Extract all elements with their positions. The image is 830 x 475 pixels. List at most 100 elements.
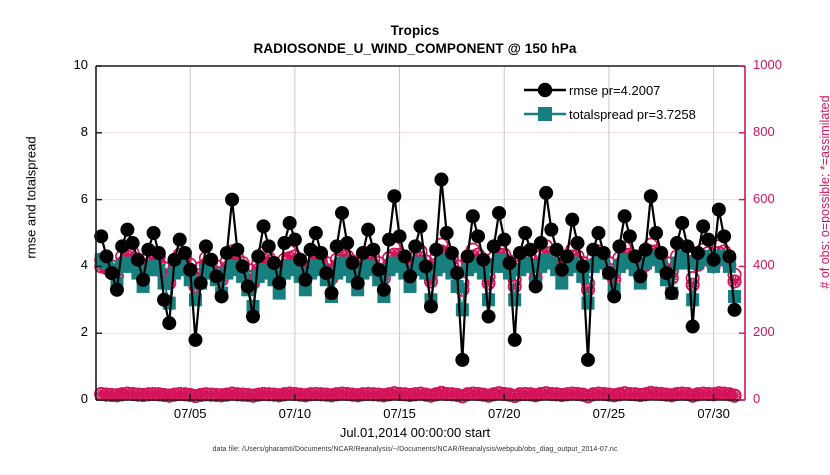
x-axis-tick: 07/10	[278, 406, 312, 421]
obs-assimilated-spoke	[388, 252, 401, 258]
rmse-marker	[486, 239, 501, 254]
rmse-marker	[172, 232, 187, 247]
y-axis-right-tick: 1000	[753, 57, 782, 72]
rmse-marker	[413, 219, 428, 234]
obs-assimilated-marker	[727, 274, 742, 289]
rmse-marker	[518, 226, 533, 240]
series-rmse	[94, 172, 742, 367]
legend-label-totalspread: totalspread pr=3.7258	[569, 106, 696, 122]
rmse-marker	[235, 259, 250, 274]
rmse-marker	[434, 172, 449, 187]
rmse-marker	[324, 286, 339, 301]
rmse-marker	[308, 226, 323, 240]
rmse-marker	[340, 236, 355, 251]
rmse-marker	[104, 266, 119, 281]
x-axis-tick: 07/05	[173, 406, 207, 421]
rmse-marker	[711, 202, 726, 217]
rmse-marker	[177, 246, 192, 261]
rmse-marker	[408, 239, 423, 254]
totalspread-marker	[482, 293, 496, 307]
legend-marker-rmse	[523, 79, 567, 101]
x-axis-tick: 07/20	[487, 406, 521, 421]
y-axis-left-tick: 0	[80, 391, 88, 406]
totalspread-marker	[298, 283, 312, 297]
y-axis-left-tick: 10	[73, 57, 88, 72]
x-axis-tick: 07/30	[697, 406, 730, 421]
rmse-marker	[654, 246, 669, 261]
rmse-marker	[554, 262, 569, 277]
y-axis-left-tick: 2	[80, 324, 88, 340]
y-axis-right-label: # of obs: o=possible; *=assimilated	[818, 95, 830, 288]
rmse-marker	[167, 252, 182, 267]
rmse-marker	[507, 332, 522, 347]
rmse-marker	[685, 319, 700, 334]
rmse-marker	[455, 352, 470, 367]
rmse-marker	[429, 242, 444, 257]
y-axis-left-tick: 8	[80, 123, 88, 139]
rmse-marker	[125, 236, 140, 251]
rmse-marker	[366, 242, 381, 257]
rmse-marker	[591, 226, 606, 240]
legend-label-rmse: rmse pr=4.2007	[569, 82, 661, 98]
rmse-marker	[214, 289, 229, 304]
rmse-marker	[314, 246, 329, 261]
rmse-marker	[465, 209, 480, 224]
rmse-marker	[460, 249, 475, 264]
rmse-marker	[94, 229, 109, 244]
rmse-marker	[549, 242, 564, 257]
rmse-marker	[560, 249, 575, 264]
obs-assimilated-marker	[727, 388, 742, 403]
y-axis-right-tick: 200	[753, 324, 775, 340]
rmse-marker	[727, 302, 742, 317]
obs-assimilated-spoke	[728, 393, 741, 398]
rmse-marker	[272, 276, 287, 291]
rmse-marker	[319, 266, 334, 281]
rmse-marker	[612, 239, 627, 254]
rmse-marker	[628, 249, 643, 264]
rmse-marker	[256, 219, 271, 234]
rmse-marker	[476, 252, 491, 267]
totalspread-marker	[581, 296, 595, 310]
x-axis-tick: 07/15	[383, 406, 416, 421]
rmse-marker	[136, 272, 151, 287]
rmse-marker	[209, 269, 224, 284]
y-axis-right-tick: 600	[753, 190, 775, 206]
rmse-marker	[617, 209, 632, 224]
rmse-marker	[601, 266, 616, 281]
rmse-marker	[120, 222, 135, 237]
rmse-marker	[450, 266, 465, 281]
rmse-marker	[580, 352, 595, 367]
rmse-marker	[387, 189, 402, 204]
totalspread-marker	[403, 279, 417, 293]
rmse-marker	[675, 215, 690, 230]
rmse-marker	[423, 299, 438, 314]
legend-item-totalspread: totalspread pr=3.7258	[523, 102, 737, 126]
rmse-marker	[696, 219, 711, 234]
totalspread-marker	[508, 293, 522, 307]
rmse-marker	[722, 249, 737, 264]
rmse-marker	[570, 236, 585, 251]
data-file-footer: data file: /Users/gharamti/Documents/NCA…	[212, 446, 618, 453]
rmse-marker	[397, 249, 412, 264]
rmse-marker	[371, 262, 386, 277]
totalspread-marker	[152, 263, 166, 277]
rmse-marker	[204, 252, 219, 267]
rmse-marker	[282, 215, 297, 230]
rmse-marker	[198, 239, 213, 254]
legend-marker-totalspread	[523, 103, 567, 125]
rmse-marker	[266, 256, 281, 271]
chart-legend: rmse pr=4.2007 totalspread pr=3.7258	[523, 78, 737, 126]
rmse-marker	[361, 222, 376, 237]
rmse-marker	[146, 226, 161, 240]
rmse-marker	[528, 279, 543, 294]
rmse-marker	[403, 269, 418, 284]
rmse-marker	[565, 212, 580, 227]
rmse-marker	[261, 239, 276, 254]
rmse-marker	[622, 229, 637, 244]
rmse-marker	[544, 222, 559, 237]
rmse-marker	[293, 252, 308, 267]
rmse-marker	[151, 246, 166, 261]
totalspread-marker	[455, 303, 469, 317]
rmse-marker	[188, 332, 203, 347]
